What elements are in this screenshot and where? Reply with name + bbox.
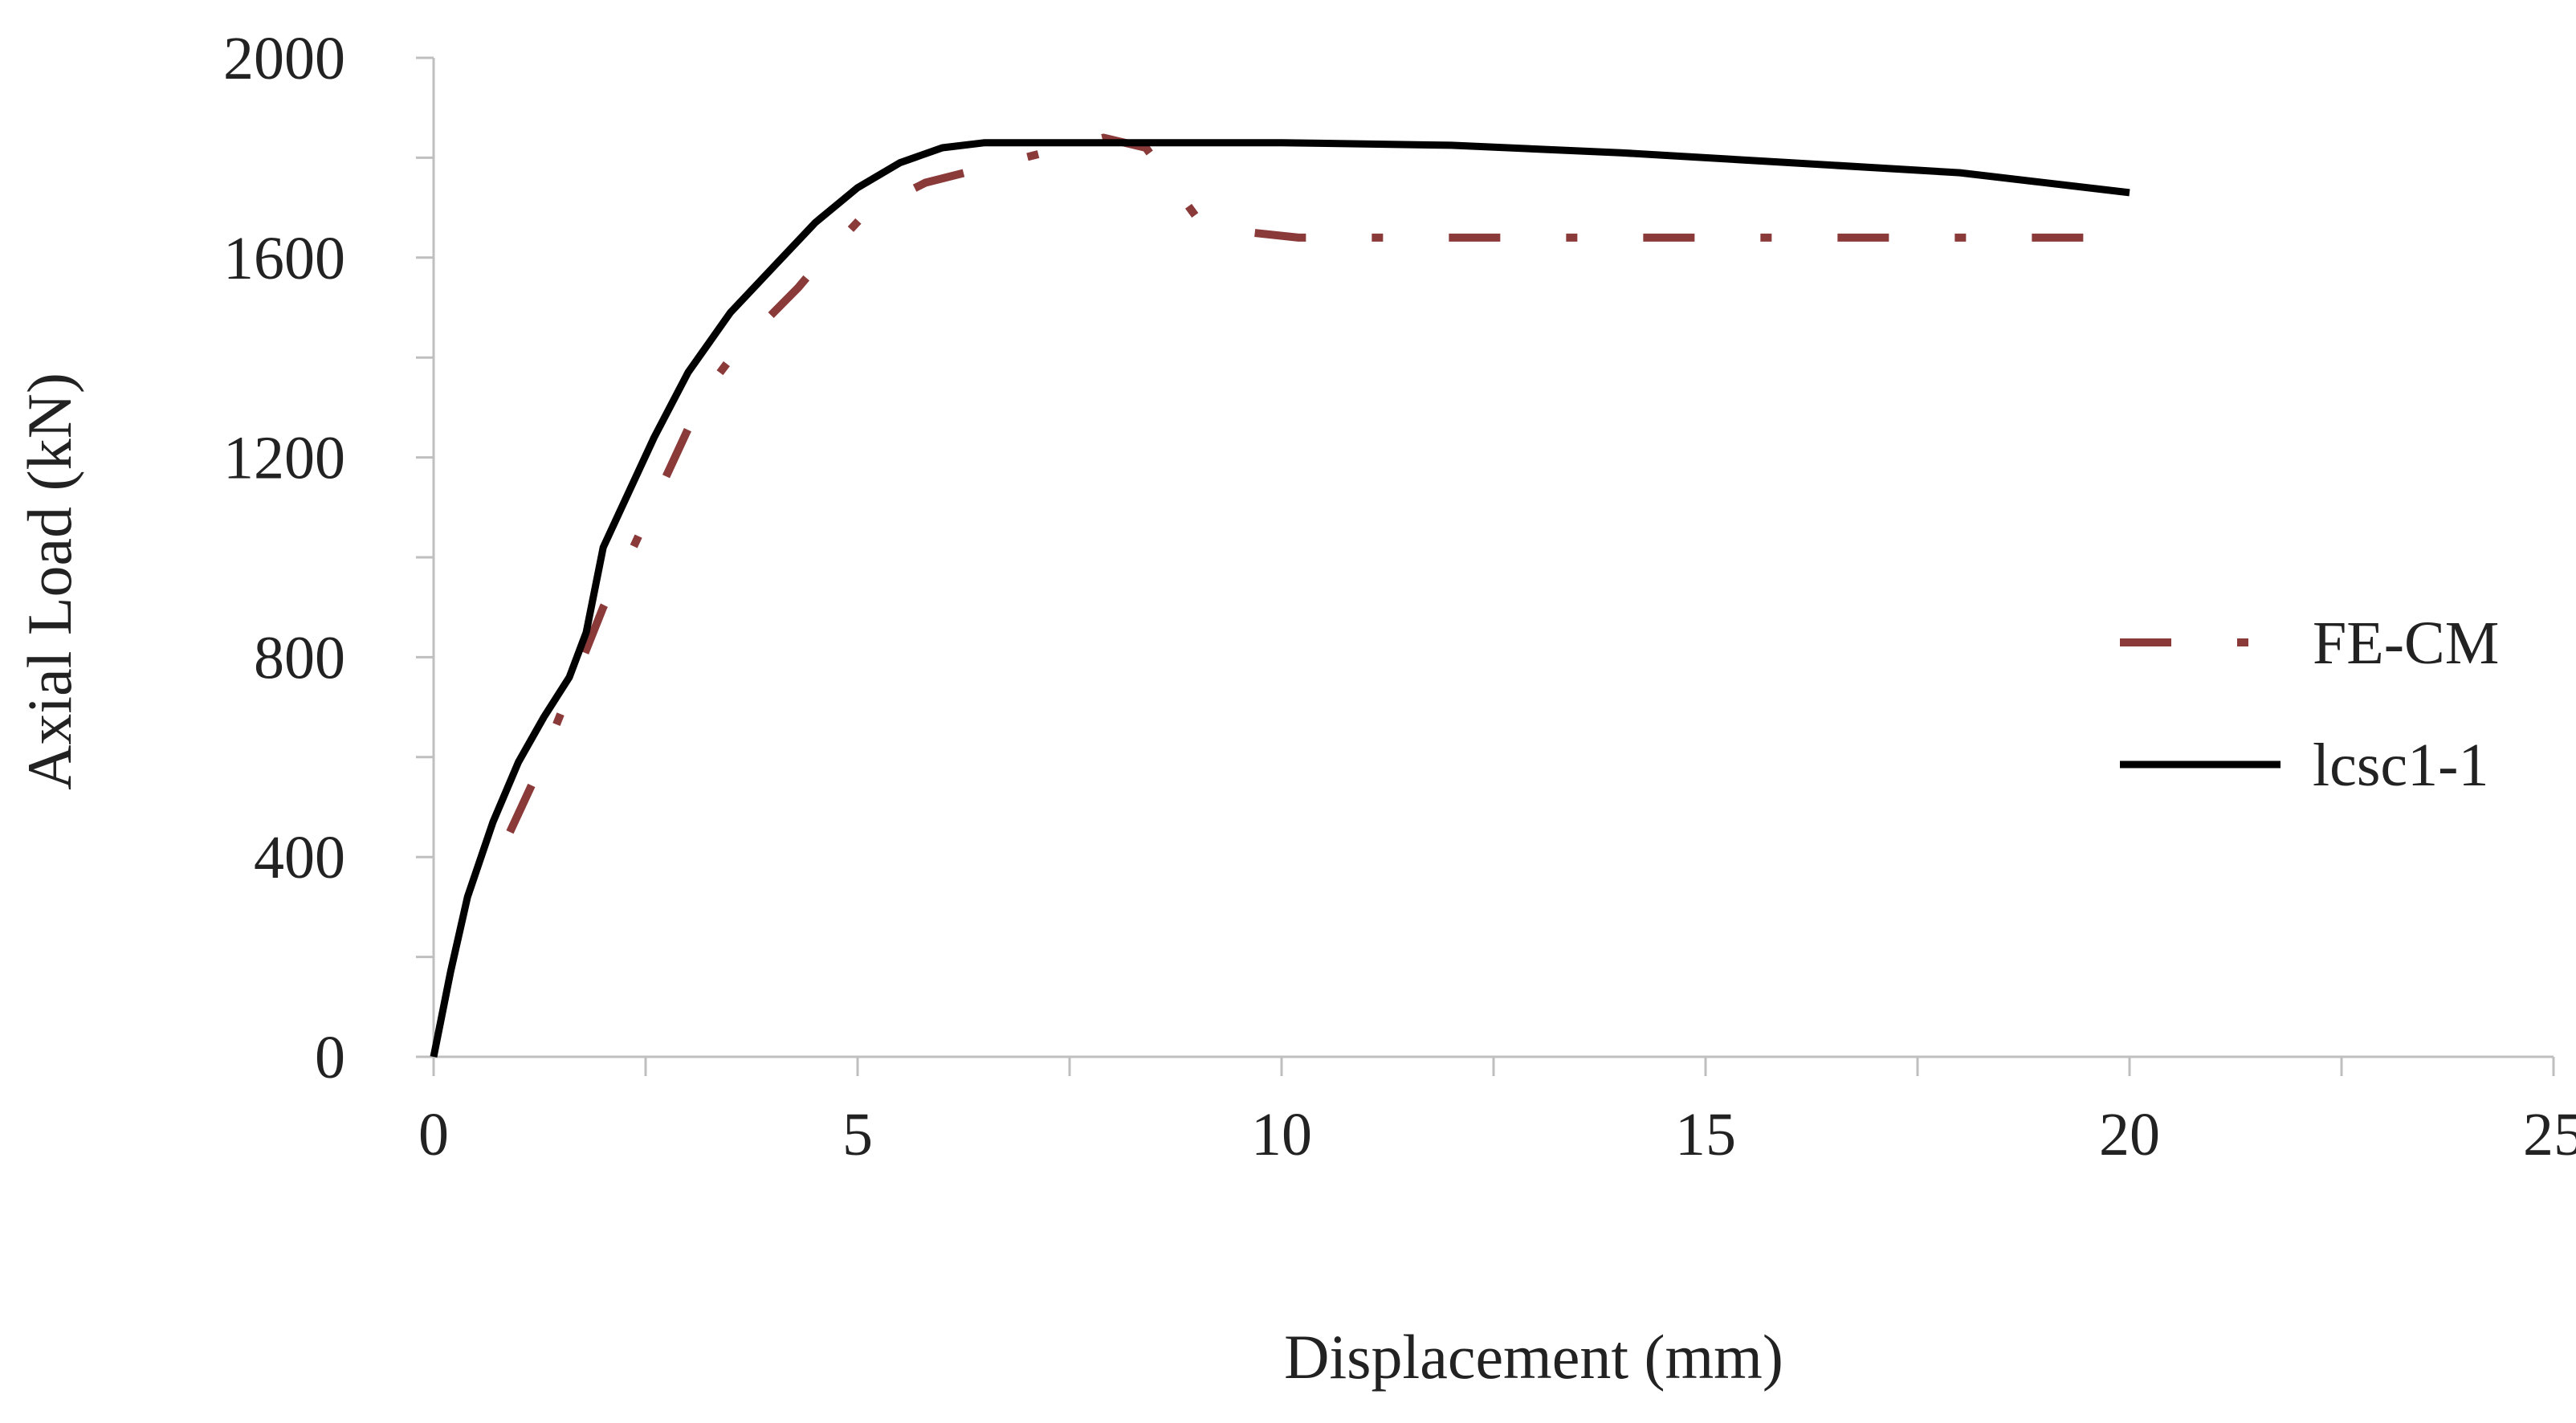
axis-ticks: 0 400 800 1200 1600 2000 0 5 10 15 20 25: [223, 25, 2576, 1168]
y-tick-label: 1200: [223, 425, 345, 492]
series-line-1: [430, 139, 2130, 1058]
x-tick-label: 25: [2523, 1101, 2576, 1168]
x-axis-title: Displacement (mm): [1284, 1322, 1783, 1392]
x-tick-label: 20: [2099, 1101, 2160, 1168]
axes: [432, 58, 2554, 1058]
y-tick-label: 1600: [223, 225, 345, 292]
legend-label-0: FE-CM: [2313, 610, 2499, 677]
x-tick-label: 5: [842, 1101, 873, 1168]
y-axis-title: Axial Load (kN): [14, 373, 84, 790]
series-line-0: [506, 133, 2088, 834]
y-tick-label: 400: [254, 824, 345, 891]
y-tick-label: 800: [254, 624, 345, 691]
y-tick-label: 0: [315, 1024, 345, 1091]
y-tick-label: 2000: [223, 25, 345, 92]
x-tick-label: 15: [1675, 1101, 1736, 1168]
legend-label-1: lcsc1-1: [2313, 732, 2488, 799]
x-tick-label: 0: [418, 1101, 449, 1168]
x-tick-label: 10: [1251, 1101, 1312, 1168]
series-lines: [430, 133, 2130, 1058]
legend: FE-CM lcsc1-1: [2120, 610, 2499, 799]
